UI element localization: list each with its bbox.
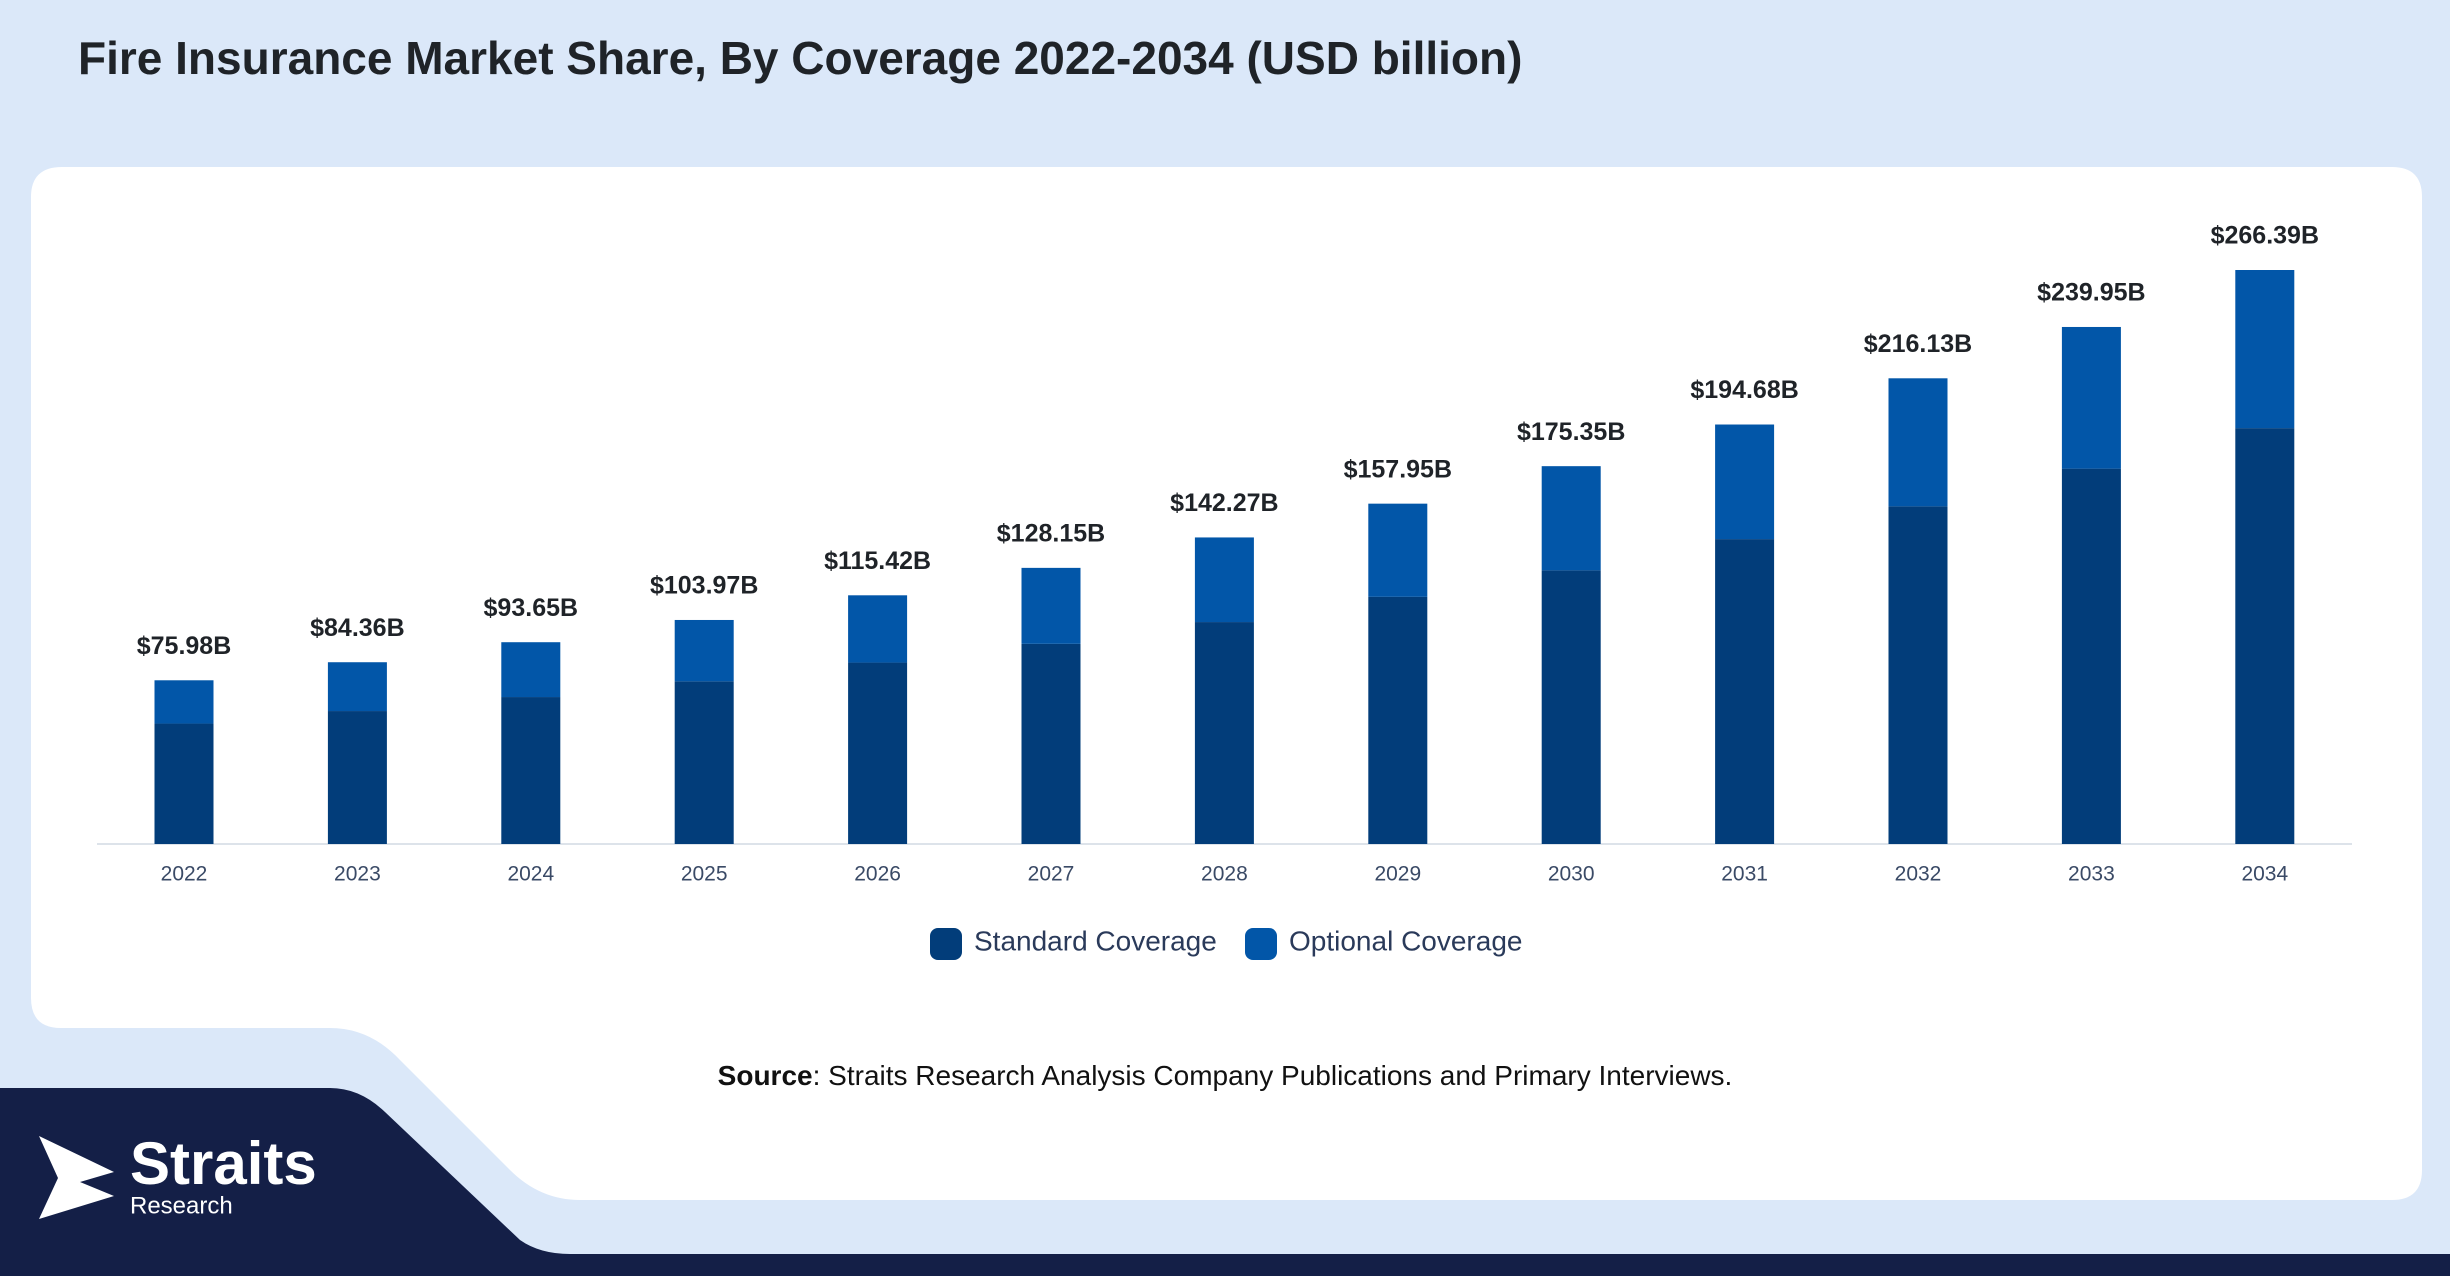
- bar-segment: [1021, 567, 1081, 644]
- bar-segment: [674, 681, 734, 844]
- total-label: $157.95B: [1344, 455, 1452, 483]
- source-label: Source: [718, 1060, 813, 1091]
- bar-segment: [1888, 506, 1948, 844]
- bar-segment: [501, 642, 561, 698]
- x-tick-label: 2025: [681, 863, 728, 886]
- bar-segment: [848, 595, 908, 663]
- total-label: $194.68B: [1690, 376, 1798, 404]
- x-tick-label: 2026: [854, 863, 901, 886]
- total-label: $84.36B: [310, 614, 405, 642]
- x-tick-label: 2031: [1721, 863, 1768, 886]
- legend-label: Optional Coverage: [1289, 925, 1522, 956]
- bar-segment: [2235, 428, 2295, 844]
- logo-panel: [0, 1088, 570, 1254]
- total-label: $75.98B: [137, 632, 232, 660]
- source: Source: Straits Research Analysis Compan…: [718, 1060, 1733, 1091]
- bar-segment: [154, 680, 214, 724]
- bar-segment: [1541, 570, 1601, 844]
- legend-swatch: [930, 928, 962, 960]
- bar-segment: [1194, 622, 1254, 844]
- logo-tagline: Research: [130, 1192, 233, 1219]
- bar-segment: [1368, 503, 1428, 597]
- bar-segment: [1194, 537, 1254, 623]
- total-label: $103.97B: [650, 572, 758, 600]
- bar-segment: [2061, 468, 2121, 844]
- x-tick-label: 2022: [161, 863, 208, 886]
- x-tick-label: 2024: [507, 863, 554, 886]
- bar-segment: [1368, 596, 1428, 844]
- bar-segment: [848, 662, 908, 844]
- total-label: $115.42B: [824, 547, 931, 575]
- footer-band: [0, 1254, 2450, 1276]
- bar-segment: [327, 662, 387, 712]
- x-tick-label: 2034: [2241, 863, 2288, 886]
- bar-segment: [1541, 466, 1601, 571]
- bar-segment: [1715, 424, 1775, 540]
- legend-label: Standard Coverage: [974, 925, 1217, 956]
- bar-segment: [327, 711, 387, 844]
- bar-segment: [1021, 643, 1081, 844]
- total-label: $239.95B: [2037, 279, 2145, 307]
- legend-swatch: [1245, 928, 1277, 960]
- bar-segment: [1715, 539, 1775, 844]
- total-label: $142.27B: [1170, 489, 1278, 517]
- chart-title: Fire Insurance Market Share, By Coverage…: [78, 32, 1522, 84]
- bar-segment: [501, 697, 561, 844]
- bar-segment: [154, 723, 214, 844]
- x-tick-label: 2033: [2068, 863, 2115, 886]
- bar-segment: [674, 619, 734, 682]
- x-tick-label: 2030: [1548, 863, 1595, 886]
- bar-segment: [2235, 270, 2295, 429]
- bar-segment: [1888, 378, 1948, 507]
- x-tick-label: 2032: [1895, 863, 1942, 886]
- total-label: $128.15B: [997, 519, 1105, 547]
- logo-name: Straits: [130, 1130, 317, 1197]
- total-label: $216.13B: [1864, 330, 1972, 358]
- source-text: : Straits Research Analysis Company Publ…: [813, 1060, 1733, 1091]
- x-tick-label: 2023: [334, 863, 381, 886]
- total-label: $266.39B: [2211, 222, 2319, 250]
- x-tick-label: 2029: [1374, 863, 1421, 886]
- bar-segment: [2061, 326, 2121, 469]
- x-tick-label: 2028: [1201, 863, 1248, 886]
- total-label: $93.65B: [484, 594, 579, 622]
- logo-icon: [39, 1136, 114, 1219]
- total-label: $175.35B: [1517, 418, 1625, 446]
- x-tick-label: 2027: [1028, 863, 1075, 886]
